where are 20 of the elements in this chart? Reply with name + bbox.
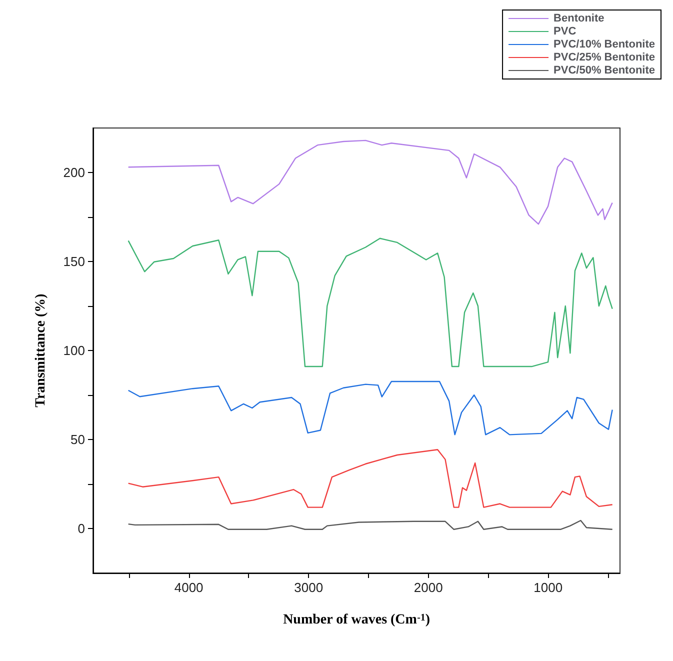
line-series <box>128 380 613 436</box>
legend-label: Bentonite <box>554 12 604 24</box>
y-tick-label: 50 <box>70 432 85 447</box>
x-tick-label: 2000 <box>414 580 443 595</box>
x-tick-label: 3000 <box>294 580 324 595</box>
legend-label: PVC <box>554 26 576 38</box>
x-tick-label: 4000 <box>174 580 204 595</box>
line-series <box>128 238 613 368</box>
y-tick-label: 200 <box>63 165 85 180</box>
legend-label: PVC/25% Bentonite <box>554 52 656 64</box>
y-axis-title: Transmittance (%) <box>34 293 48 408</box>
y-tick-label: 150 <box>63 254 85 269</box>
line-series <box>128 520 613 530</box>
legend-label: PVC/50% Bentonite <box>554 64 656 76</box>
x-tick-label: 1000 <box>534 580 563 595</box>
legend-label: PVC/10% Bentonite <box>554 38 656 50</box>
y-tick-label: 100 <box>63 343 85 358</box>
line-series <box>128 140 613 225</box>
y-tick-label: 0 <box>78 521 85 536</box>
line-series <box>128 449 613 508</box>
